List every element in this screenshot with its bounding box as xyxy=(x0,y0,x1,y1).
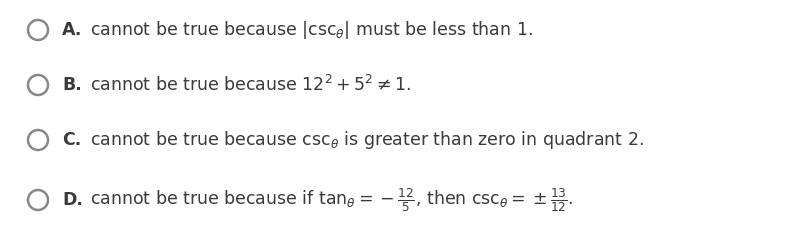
Text: cannot be true because $\mathrm{csc}_{\theta}$ is greater than zero in quadrant : cannot be true because $\mathrm{csc}_{\t… xyxy=(90,129,644,151)
Text: A.: A. xyxy=(62,21,82,39)
Text: cannot be true because $12^2+5^2\neq1$.: cannot be true because $12^2+5^2\neq1$. xyxy=(90,75,411,95)
Text: cannot be true because if $\mathrm{tan}_{\theta}=-\frac{12}{5}$, then $\mathrm{c: cannot be true because if $\mathrm{tan}_… xyxy=(90,186,574,214)
Text: D.: D. xyxy=(62,191,83,209)
Text: B.: B. xyxy=(62,76,82,94)
Text: cannot be true because $|\mathrm{csc}_{\theta}|$ must be less than 1.: cannot be true because $|\mathrm{csc}_{\… xyxy=(90,19,533,41)
Text: C.: C. xyxy=(62,131,82,149)
